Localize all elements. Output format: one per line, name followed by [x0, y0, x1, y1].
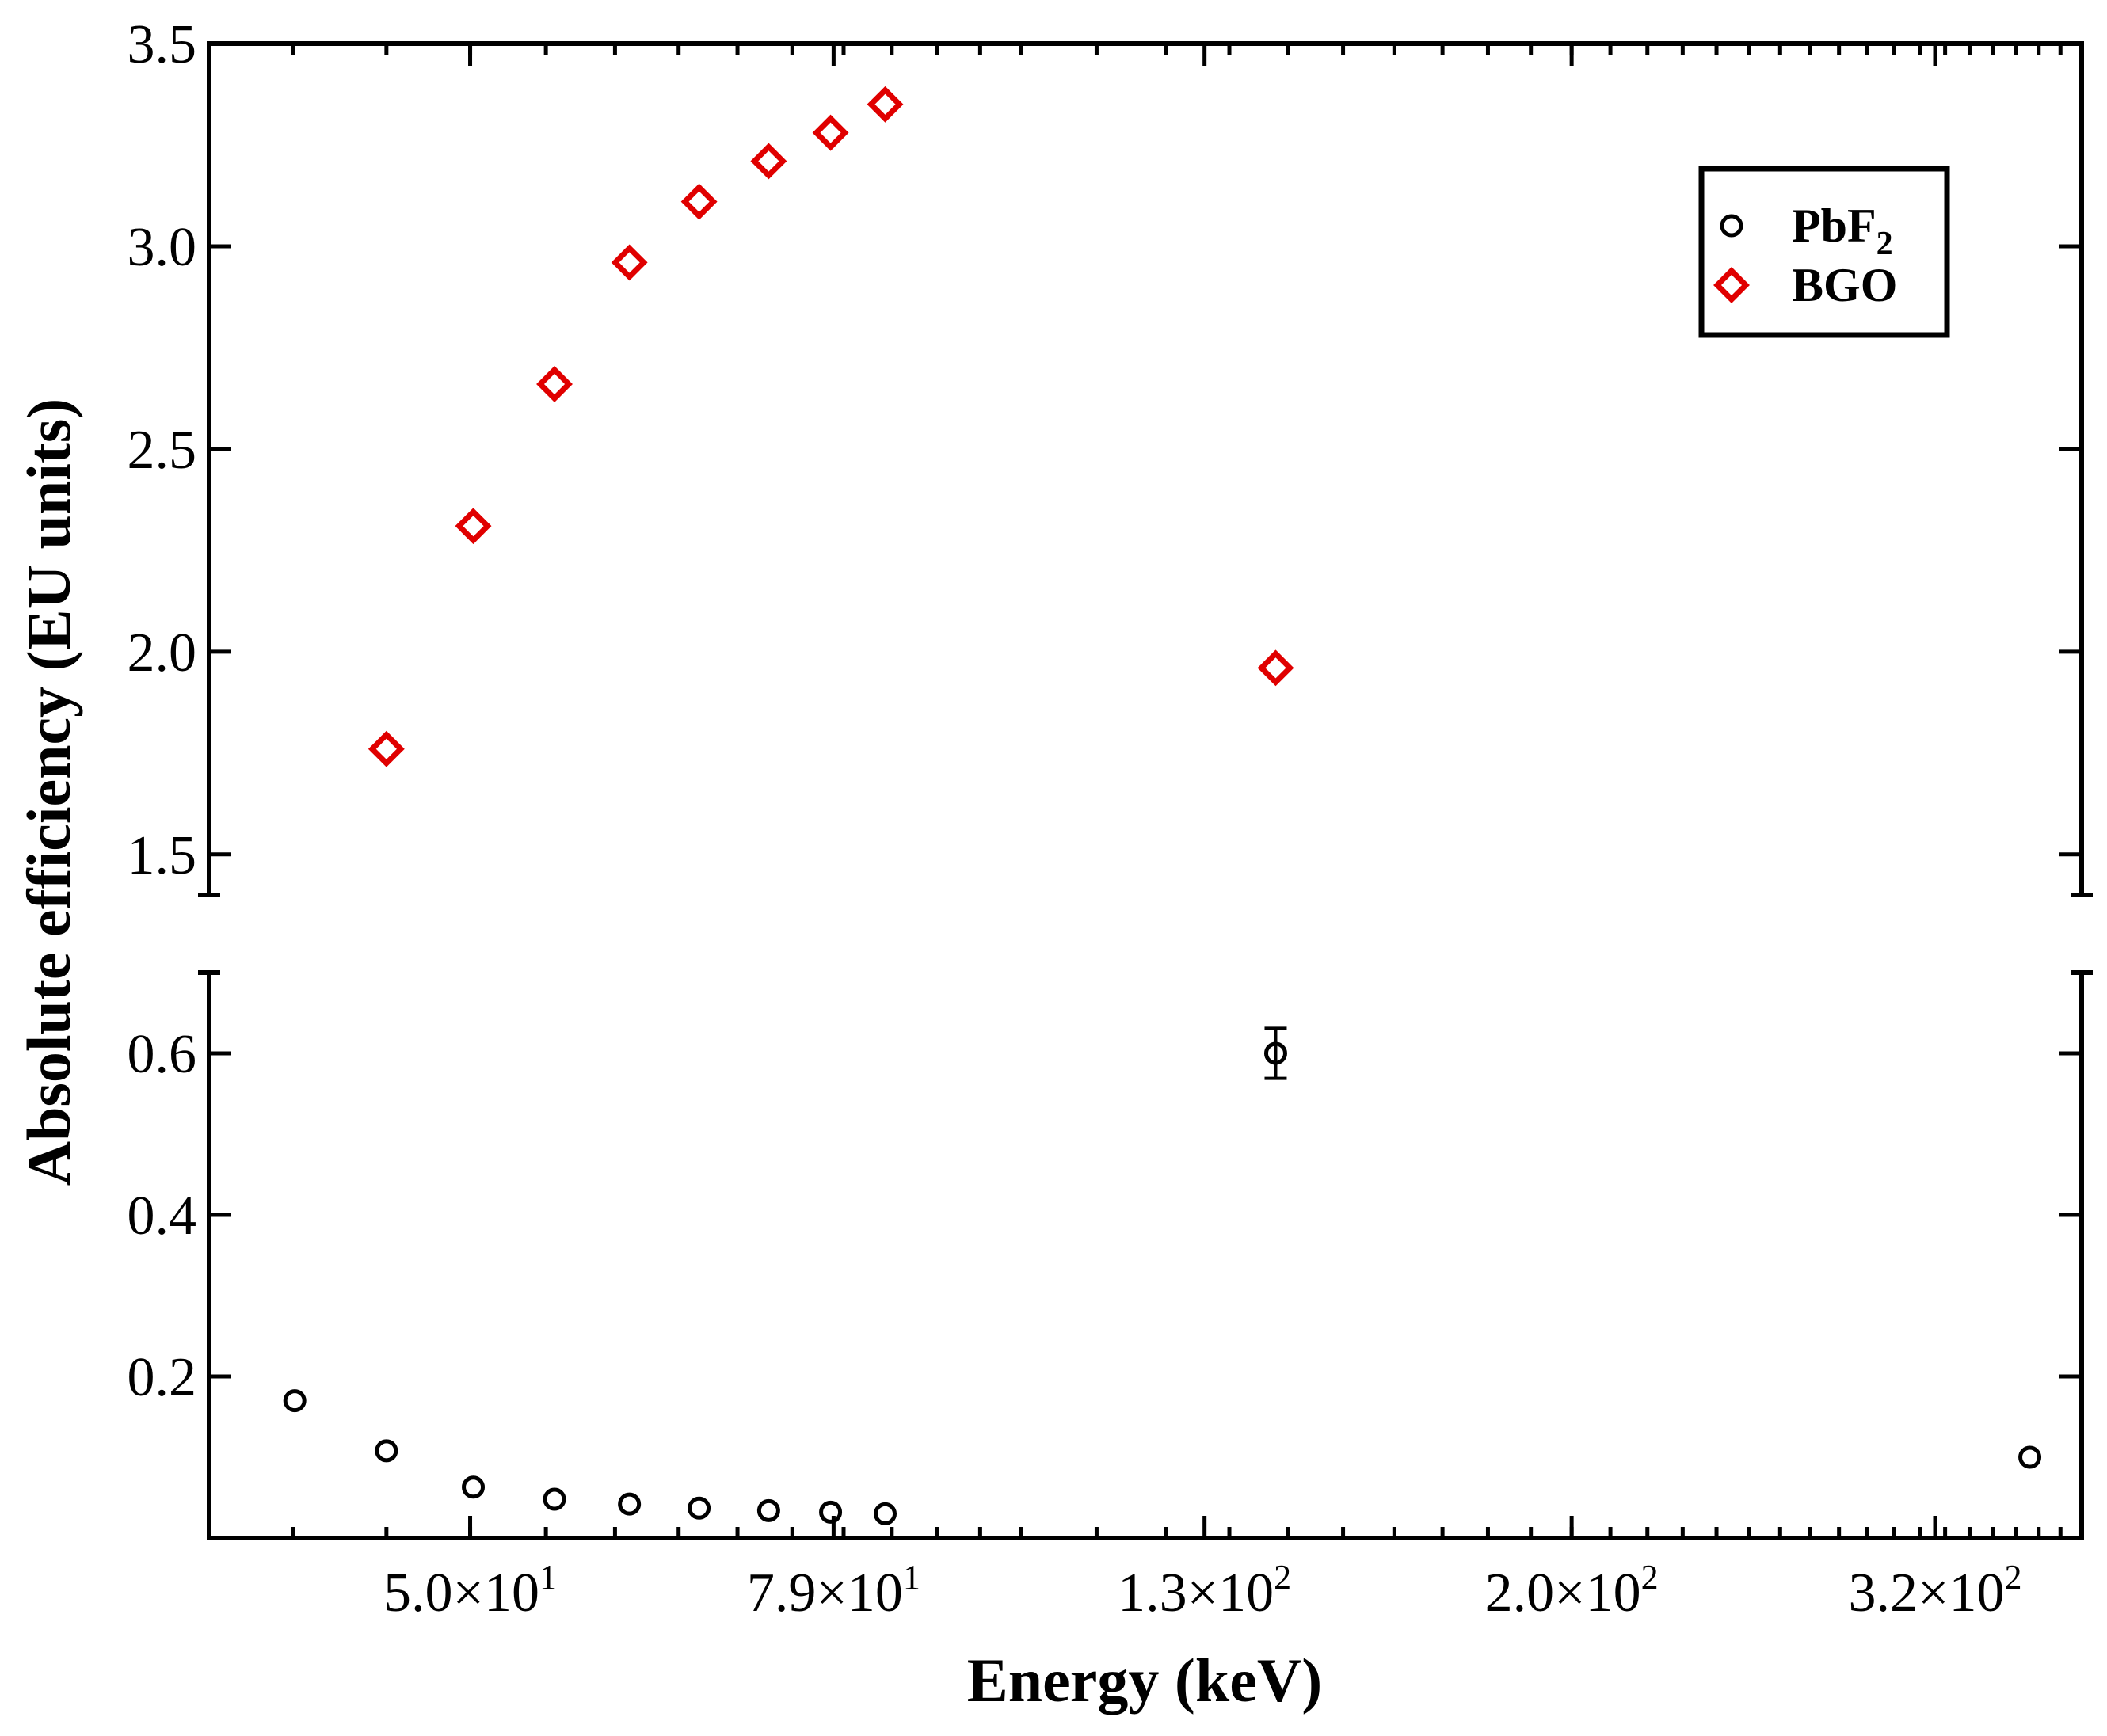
pbf2-point [543, 1487, 566, 1511]
y-axis-title: Absolute efficiency (EU units) [14, 398, 83, 1186]
bgo-point [812, 114, 849, 151]
bgo-point [455, 508, 492, 545]
x-tick-label: 1.3×102 [1118, 1558, 1291, 1624]
legend-label-base: BGO [1792, 259, 1897, 311]
x-tick-exponent: 2 [1274, 1558, 1291, 1597]
x-tick-mantissa: 2.0×10 [1485, 1563, 1641, 1624]
x-tick-mantissa: 7.9×10 [747, 1563, 903, 1624]
y-tick-label: 1.5 [128, 825, 197, 886]
pbf2-point [283, 1389, 307, 1413]
pbf2-point [2018, 1445, 2042, 1469]
data-points [283, 86, 2042, 1525]
y-tick-label: 2.0 [128, 622, 197, 683]
pbf2-point [618, 1492, 642, 1516]
x-tick-mantissa: 1.3×10 [1118, 1563, 1274, 1624]
axis-ticks [209, 41, 2082, 1538]
bgo-point [680, 183, 718, 220]
x-tick-mantissa: 3.2×10 [1849, 1563, 2005, 1624]
x-tick-exponent: 2 [1641, 1558, 1659, 1597]
legend-marker-bgo [1713, 267, 1750, 303]
bgo-point [750, 143, 787, 180]
bgo-point [1257, 649, 1294, 687]
legend-label: BGO [1792, 259, 1897, 311]
x-tick-label: 5.0×101 [383, 1558, 557, 1624]
x-tick-exponent: 1 [539, 1558, 557, 1597]
bgo-point [867, 86, 904, 123]
x-tick-label: 3.2×102 [1849, 1558, 2022, 1624]
bgo-point [611, 244, 648, 281]
y-tick-label: 3.0 [128, 217, 197, 278]
legend-label: PbF2 [1792, 200, 1893, 262]
x-tick-exponent: 2 [2004, 1558, 2021, 1597]
x-axis-title: Energy (keV) [967, 1646, 1322, 1715]
y-tick-label: 0.4 [128, 1186, 197, 1247]
pbf2-point [375, 1439, 398, 1463]
y-tick-label: 3.5 [128, 14, 197, 75]
legend-box [1698, 166, 1950, 338]
pbf2-point [688, 1496, 711, 1520]
legend-label-subscript: 2 [1876, 226, 1893, 262]
pbf2-point [1263, 1041, 1287, 1065]
x-tick-label: 2.0×102 [1485, 1558, 1659, 1624]
bgo-point [536, 366, 573, 402]
x-tick-label: 7.9×101 [747, 1558, 920, 1624]
legend-label-base: PbF [1792, 200, 1876, 252]
x-tick-exponent: 1 [903, 1558, 920, 1597]
plot-frame [198, 41, 2093, 1540]
pbf2-point [874, 1502, 897, 1525]
bgo-point [368, 730, 405, 767]
y-tick-label: 2.5 [128, 420, 197, 481]
y-tick-label: 0.2 [128, 1347, 197, 1408]
pbf2-point [462, 1475, 486, 1499]
legend-marker-pbf [1720, 214, 1743, 238]
y-tick-label: 0.6 [128, 1024, 197, 1085]
x-tick-mantissa: 5.0×10 [383, 1563, 539, 1624]
pbf2-point [756, 1498, 780, 1522]
tick-labels: 5.0×101 7.9×101 1.3×102 2.0×102 3.2×1020.20.… [128, 14, 2022, 1624]
pbf2-point [819, 1500, 843, 1524]
